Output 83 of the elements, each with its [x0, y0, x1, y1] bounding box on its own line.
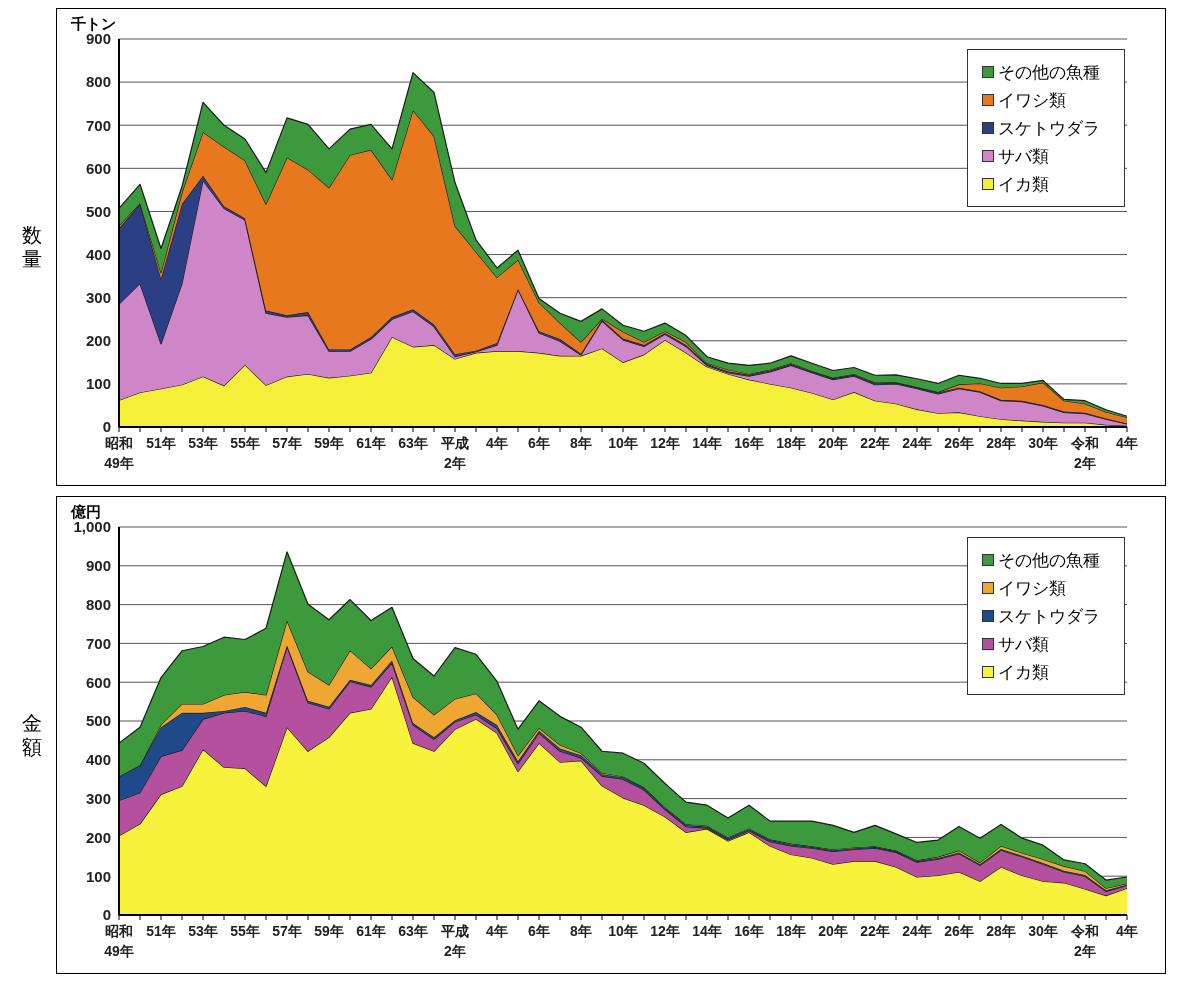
- x-tick-label: 10年: [608, 923, 638, 939]
- y-tick-label: 100: [85, 375, 111, 393]
- y-tick-label: 0: [102, 906, 111, 924]
- x-tick-label: 4年: [1116, 923, 1138, 939]
- x-tick-label: 24年: [902, 923, 932, 939]
- x-tick-label: 12年: [650, 435, 680, 451]
- y-axis-title: 金額: [22, 711, 42, 759]
- y-tick-label: 600: [85, 159, 111, 177]
- y-tick-label: 900: [85, 557, 111, 575]
- y-tick-label: 800: [85, 73, 111, 91]
- y-tick-label: 200: [85, 828, 111, 846]
- legend-label: イカ類: [998, 661, 1049, 684]
- x-tick-label: 59年: [314, 923, 344, 939]
- x-tick-label: 平成 2年: [440, 435, 469, 471]
- x-tick-label: 4年: [1116, 435, 1138, 451]
- x-tick-label: 16年: [734, 923, 764, 939]
- x-tick-label: 30年: [1028, 923, 1058, 939]
- x-tick-label: 18年: [776, 923, 806, 939]
- x-tick-label: 16年: [734, 435, 764, 451]
- x-tick-label: 24年: [902, 435, 932, 451]
- legend-label: サバ類: [998, 633, 1049, 656]
- y-tick-label: 300: [85, 789, 111, 807]
- y-tick-label: 700: [85, 116, 111, 134]
- y-tick-label: 600: [85, 673, 111, 691]
- x-tick-label: 57年: [272, 435, 302, 451]
- x-tick-label: 8年: [570, 923, 592, 939]
- x-tick-label: 20年: [818, 435, 848, 451]
- x-tick-label: 61年: [356, 923, 386, 939]
- x-tick-label: 28年: [986, 435, 1016, 451]
- x-tick-label: 4年: [486, 435, 508, 451]
- x-tick-label: 30年: [1028, 435, 1058, 451]
- x-tick-label: 昭和 49年: [104, 435, 134, 471]
- x-tick-label: 8年: [570, 435, 592, 451]
- y-tick-label: 400: [85, 245, 111, 263]
- x-tick-label: 14年: [692, 923, 722, 939]
- x-tick-label: 4年: [486, 923, 508, 939]
- legend-label: サバ類: [998, 145, 1049, 168]
- y-tick-label: 500: [85, 202, 111, 220]
- x-tick-label: 63年: [398, 923, 428, 939]
- x-tick-label: 55年: [230, 435, 260, 451]
- x-tick-label: 59年: [314, 435, 344, 451]
- x-tick-label: 平成 2年: [440, 923, 469, 959]
- y-tick-label: 800: [85, 595, 111, 613]
- x-tick-label: 53年: [188, 923, 218, 939]
- x-tick-label: 6年: [528, 435, 550, 451]
- x-tick-label: 57年: [272, 923, 302, 939]
- x-tick-label: 10年: [608, 435, 638, 451]
- legend-label: その他の魚種: [998, 549, 1100, 572]
- x-tick-label: 12年: [650, 923, 680, 939]
- x-tick-label: 14年: [692, 435, 722, 451]
- x-tick-label: 6年: [528, 923, 550, 939]
- x-tick-label: 55年: [230, 923, 260, 939]
- legend-label: イワシ類: [998, 577, 1066, 600]
- y-tick-label: 400: [85, 751, 111, 769]
- y-tick-label: 200: [85, 332, 111, 350]
- x-tick-label: 26年: [944, 923, 974, 939]
- x-tick-label: 28年: [986, 923, 1016, 939]
- legend-label: イカ類: [998, 173, 1049, 196]
- x-tick-label: 53年: [188, 435, 218, 451]
- y-tick-label: 500: [85, 712, 111, 730]
- x-tick-label: 22年: [860, 435, 890, 451]
- legend-label: スケトウダラ: [998, 117, 1100, 140]
- x-tick-label: 26年: [944, 435, 974, 451]
- x-tick-label: 22年: [860, 923, 890, 939]
- x-tick-label: 昭和 49年: [104, 923, 134, 959]
- y-tick-label: 300: [85, 288, 111, 306]
- x-tick-label: 51年: [146, 923, 176, 939]
- x-tick-label: 令和 2年: [1070, 923, 1099, 959]
- x-tick-label: 18年: [776, 435, 806, 451]
- x-tick-label: 令和 2年: [1070, 435, 1099, 471]
- text: 億円: [71, 503, 101, 522]
- y-tick-label: 0: [102, 418, 111, 436]
- legend-label: イワシ類: [998, 89, 1066, 112]
- legend-label: その他の魚種: [998, 61, 1100, 84]
- legend-label: スケトウダラ: [998, 605, 1100, 628]
- x-tick-label: 63年: [398, 435, 428, 451]
- x-tick-label: 20年: [818, 923, 848, 939]
- x-tick-label: 61年: [356, 435, 386, 451]
- y-tick-label: 700: [85, 634, 111, 652]
- text: 千トン: [71, 15, 116, 34]
- y-axis-title: 数量: [22, 223, 42, 271]
- x-tick-label: 51年: [146, 435, 176, 451]
- y-tick-label: 100: [85, 867, 111, 885]
